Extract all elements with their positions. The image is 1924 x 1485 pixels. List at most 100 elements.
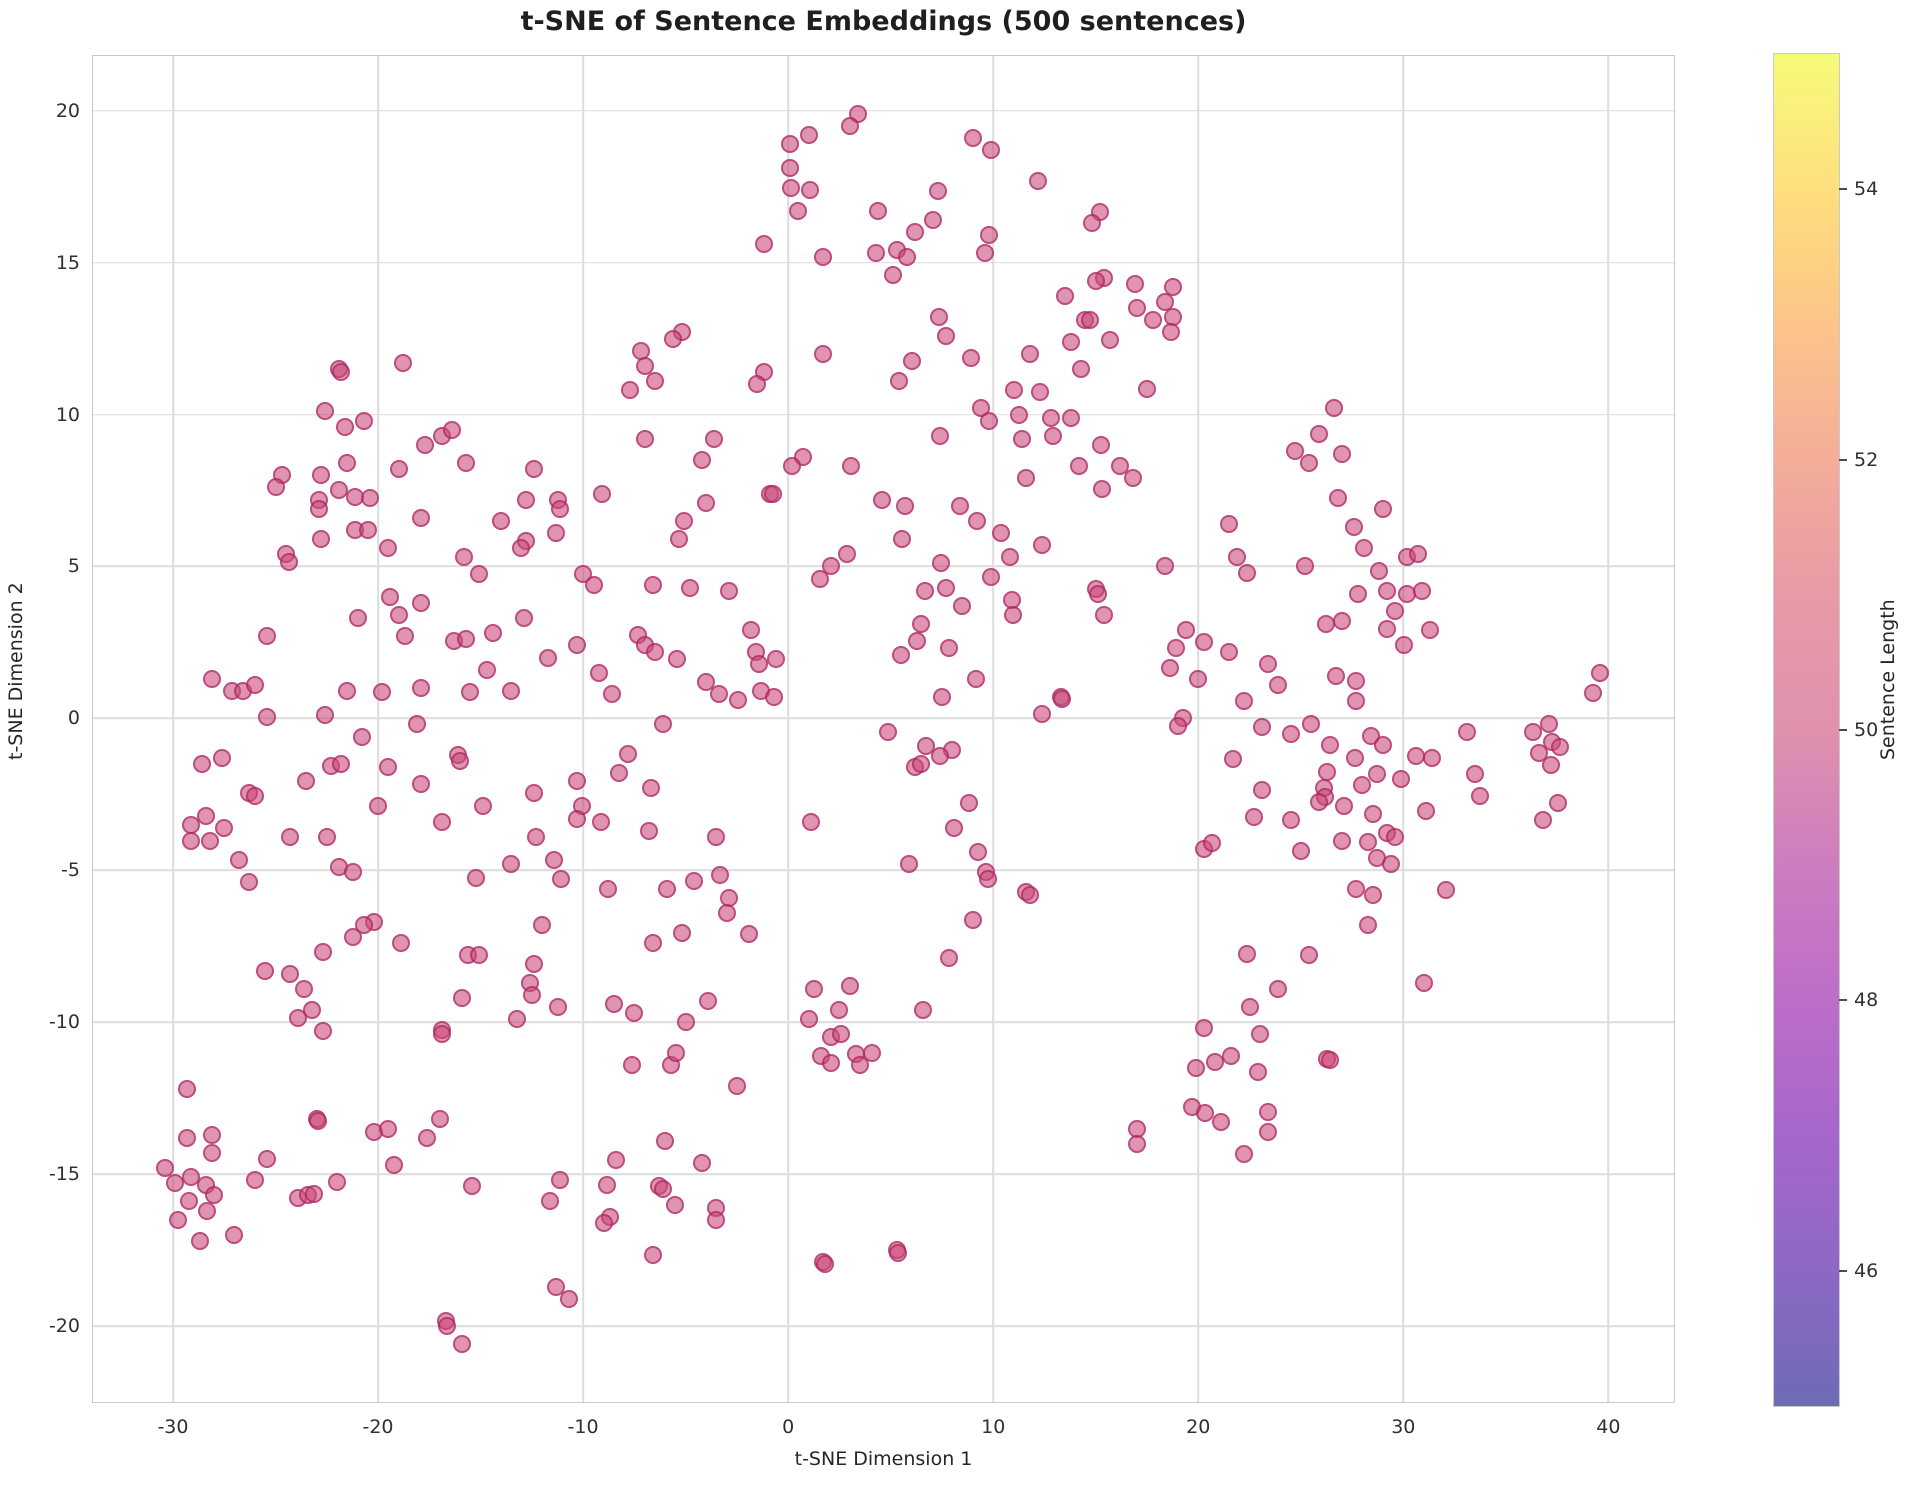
scatter-point [473,797,492,816]
scatter-point [980,226,999,245]
scatter-point [1416,801,1435,820]
colorbar-tick-mark [1839,1269,1847,1272]
scatter-point [344,928,363,947]
scatter-point [1091,435,1110,454]
scatter-point [1052,689,1071,708]
scatter-point [976,244,994,263]
scatter-point [1220,642,1239,661]
scatter-point [953,596,972,615]
scatter-point [1252,718,1271,737]
scatter-point [668,650,687,669]
scatter-point [1220,514,1239,533]
scatter-point [666,1195,685,1214]
scatter-point [1363,885,1382,904]
scatter-point [1310,425,1329,444]
x-tick-label: 0 [782,1416,795,1438]
colorbar-tick-label: 48 [1854,989,1879,1012]
scatter-point [1228,548,1247,567]
scatter-point [336,417,355,436]
scatter-point [1386,601,1405,620]
scatter-point [1161,323,1180,342]
colorbar-tick-mark [1839,999,1847,1002]
scatter-point [1373,735,1392,754]
gridline-horizontal [93,1325,1674,1327]
scatter-point [492,511,511,530]
gridline-horizontal [93,109,1674,112]
scatter-point [545,850,564,869]
scatter-point [982,141,1001,160]
scatter-point [514,609,533,628]
x-tick-label: 20 [1186,1416,1211,1438]
scatter-point [883,265,902,284]
scatter-point [1320,1051,1339,1070]
scatter-point [461,682,480,701]
gridline-vertical [992,56,994,1402]
scatter-point [658,879,677,898]
x-tick-label: 40 [1596,1416,1621,1438]
scatter-point [317,827,336,846]
scatter-point [245,1171,264,1190]
scatter-point [463,1177,482,1196]
y-tick-label: 0 [67,707,80,730]
scatter-point [541,1192,560,1211]
scatter-point [763,484,782,503]
scatter-point [1168,716,1187,735]
scatter-point [604,994,623,1013]
scatter-point [590,663,609,682]
scatter-point [1310,792,1329,811]
scatter-point [717,903,736,922]
scatter-point [437,1317,456,1336]
scatter-point [1269,675,1288,694]
scatter-point [635,356,654,375]
scatter-point [1127,299,1146,318]
scatter-point [1166,639,1185,658]
scatter-point [1222,1046,1241,1065]
scatter-point [213,748,232,767]
scatter-point [1094,606,1113,625]
scatter-point [1003,606,1022,625]
gridline-vertical [582,56,584,1402]
scatter-point [197,1201,216,1220]
scatter-point [1160,658,1179,677]
scatter-point [1205,1052,1224,1071]
scatter-point [940,949,959,968]
scatter-point [1202,833,1221,852]
scatter-point [1163,277,1182,296]
scatter-point [1012,429,1031,448]
scatter-point [1281,810,1300,829]
scatter-point [916,736,935,755]
scatter-point [182,832,201,851]
scatter-point [1551,737,1570,756]
scatter-point [550,1171,569,1190]
x-tick-label: 10 [981,1416,1006,1438]
scatter-point [225,1225,244,1244]
scatter-point [1196,1104,1215,1123]
scatter-point [412,678,431,697]
scatter-point [930,426,949,445]
scatter-point [1009,405,1028,424]
scatter-point [929,308,948,327]
scatter-point [1127,1134,1146,1153]
scatter-point [1070,457,1089,476]
x-tick-label: -20 [362,1416,394,1438]
scatter-point [1125,274,1144,293]
scatter-point [1363,804,1382,823]
scatter-point [360,489,379,508]
scatter-point [1347,879,1366,898]
scatter-point [908,631,927,650]
scatter-point [1021,885,1040,904]
scatter-point [204,1186,223,1205]
scatter-point [804,979,823,998]
scatter-point [945,818,964,837]
scatter-point [591,812,610,831]
scatter-point [1062,332,1081,351]
scatter-point [1281,724,1300,743]
scatter-point [1043,426,1062,445]
scatter-point [676,1013,695,1032]
scatter-point [547,1277,566,1296]
scatter-point [166,1174,185,1193]
scatter-point [1082,214,1101,233]
scatter-point [169,1210,188,1229]
scatter-point [766,650,785,669]
scatter-point [1395,636,1414,655]
